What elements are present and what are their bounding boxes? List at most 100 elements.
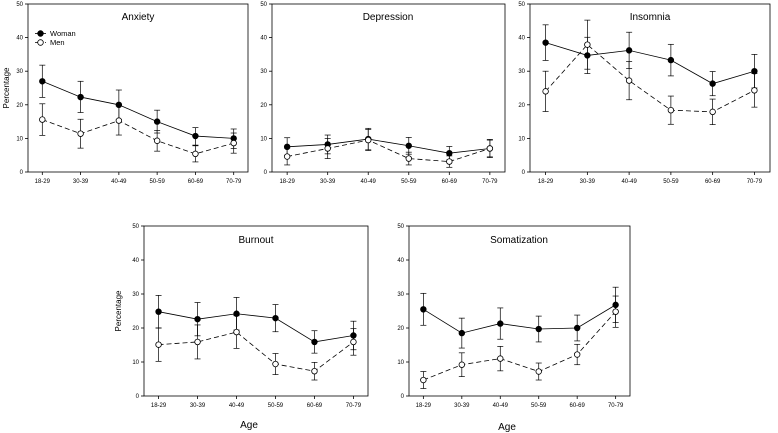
x-tick-label: 30-39 [320,179,336,185]
point-men-30-39 [324,145,331,152]
y-tick-label: 40 [260,36,267,42]
y-tick-label: 0 [20,170,24,176]
x-axis-title-somatization: Age [498,422,516,433]
point-men-40-49 [625,77,633,84]
x-tick-label: 18-29 [151,403,167,409]
series-line-men [545,44,755,113]
series-line-woman [423,304,616,334]
y-tick-label: 20 [260,103,267,109]
y-tick-label: 30 [16,69,23,75]
point-men-30-39 [458,361,466,368]
x-tick-label: 18-29 [538,179,554,185]
x-tick-label: 40-49 [493,403,509,409]
x-tick-label: 70-79 [747,179,763,185]
y-tick-label: 50 [132,224,139,230]
point-woman-50-59 [153,118,161,125]
point-woman-30-39 [77,93,84,101]
point-woman-50-59 [272,314,279,322]
point-woman-50-59 [405,142,412,149]
point-men-40-49 [365,136,372,144]
point-woman-60-69 [192,132,199,140]
point-men-50-59 [153,137,161,144]
x-tick-label: 18-29 [416,403,432,409]
point-men-50-59 [535,368,542,375]
y-tick-label: 10 [260,136,267,142]
point-men-70-79 [486,145,494,152]
series-line-men [287,139,490,162]
legend-label-men: Men [50,38,65,47]
point-men-60-69 [311,367,318,375]
point-woman-60-69 [709,80,716,87]
x-tick-label: 70-79 [482,179,498,185]
panel-title-somatization: Somatization [490,235,548,246]
x-tick-label: 60-69 [570,403,586,409]
point-woman-30-39 [194,315,201,323]
y-tick-label: 10 [518,136,525,142]
y-tick-label: 50 [260,2,267,8]
y-tick-label: 40 [397,258,404,264]
point-men-40-49 [233,328,240,336]
x-tick-label: 60-69 [188,179,204,185]
x-tick-label: 30-39 [190,403,206,409]
x-tick-label: 60-69 [705,179,721,185]
x-tick-label: 50-59 [149,179,165,185]
y-tick-label: 50 [16,2,23,8]
x-tick-label: 30-39 [454,403,470,409]
x-tick-label: 30-39 [73,179,89,185]
point-men-30-39 [77,130,84,137]
point-men-18-29 [39,116,46,123]
point-men-60-69 [709,108,716,116]
plot-frame-burnout [143,225,369,397]
series-line-woman [158,311,354,343]
series-line-woman [42,80,234,139]
x-axis-title-burnout: Age [240,420,258,431]
plot-area-insomnia: 0 10 20 30 40 50 18-29 30-39 40-49 50-59 60-69 70-7… [518,2,771,185]
x-tick-label: 18-29 [35,179,51,185]
panel-anxiety: Anxiety 0 10 20 30 40 50 18-29 30-39 40-49 50-59 6… [16,2,249,185]
point-men-60-69 [573,351,581,358]
x-tick-label: 60-69 [442,179,458,185]
point-woman-40-49 [625,47,633,54]
series-line-men [42,119,234,155]
x-tick-label: 50-59 [663,179,679,185]
plot-frame-insomnia [529,3,771,173]
x-tick-label: 40-49 [621,179,637,185]
y-axis-title-top: Percentage [2,67,11,108]
point-woman-18-29 [542,39,549,46]
point-woman-50-59 [667,56,675,64]
point-woman-70-79 [751,67,758,75]
y-tick-label: 0 [264,170,268,176]
point-men-40-49 [497,355,504,362]
y-tick-label: 0 [136,394,140,400]
point-men-50-59 [272,360,279,368]
panel-title-insomnia: Insomnia [630,12,671,23]
x-tick-label: 40-49 [361,179,377,185]
panel-insomnia: Insomnia 0 10 20 30 40 50 18-29 30-39 40-49 50-59… [518,2,771,185]
point-woman-18-29 [39,78,46,85]
point-men-50-59 [667,106,675,114]
point-woman-60-69 [573,324,581,332]
y-tick-label: 10 [397,360,404,366]
point-men-30-39 [584,41,591,48]
series-line-men [158,331,354,372]
plot-area-depression: 0 10 20 30 40 50 18-29 30-39 40-49 50-59 60-69 70-7… [260,2,506,185]
point-men-70-79 [612,308,619,315]
plot-frame-somatization [408,225,631,397]
point-men-60-69 [446,158,453,165]
y-tick-label: 30 [397,292,404,298]
point-woman-18-29 [155,308,162,315]
panel-title-burnout: Burnout [238,235,273,246]
point-men-50-59 [405,155,412,162]
y-tick-label: 20 [518,103,525,109]
plot-frame-depression [271,3,506,173]
y-tick-label: 20 [397,326,404,332]
series-line-men [423,311,616,381]
x-tick-label: 30-39 [580,179,596,185]
point-men-70-79 [350,338,357,346]
y-tick-label: 10 [16,136,23,142]
legend: Woman Men [35,29,76,47]
y-tick-label: 40 [16,36,23,42]
panel-title-depression: Depression [363,12,414,23]
point-men-70-79 [230,139,237,147]
